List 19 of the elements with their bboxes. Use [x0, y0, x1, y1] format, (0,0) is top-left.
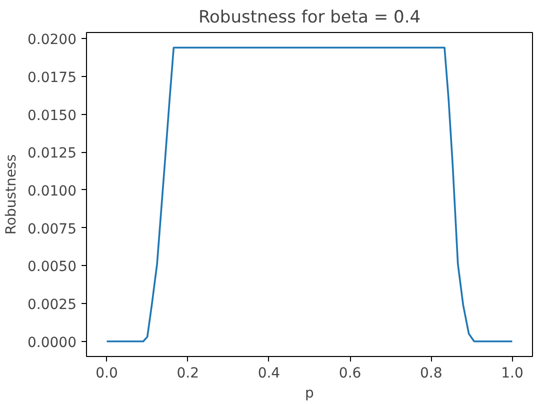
y-tick-label: 0.0050: [28, 259, 77, 276]
y-tick-label: 0.0125: [28, 146, 77, 162]
y-tick-label: 0.0075: [28, 221, 77, 238]
chart-title: Robustness for beta = 0.4: [198, 8, 421, 28]
y-tick-label: 0.0175: [28, 70, 77, 86]
y-tick-label: 0.0150: [28, 108, 77, 124]
y-axis-title: Robustness: [4, 154, 20, 235]
x-tick-label: 0.4: [258, 366, 280, 382]
x-tick-label: 0.8: [420, 366, 442, 382]
y-tick-label: 0.0025: [28, 297, 77, 314]
y-tick-label: 0.0000: [28, 334, 77, 351]
x-tick-label: 1.0: [501, 366, 524, 382]
line-series: [106, 46, 514, 342]
x-tick-label: 0.2: [176, 366, 199, 382]
y-tick-label: 0.0200: [28, 32, 77, 48]
x-tick-label: 0.6: [338, 366, 362, 382]
x-tick-label: 0.0: [96, 366, 118, 382]
x-axis-title: p: [305, 386, 314, 402]
y-tick-label: 0.0100: [28, 183, 77, 200]
